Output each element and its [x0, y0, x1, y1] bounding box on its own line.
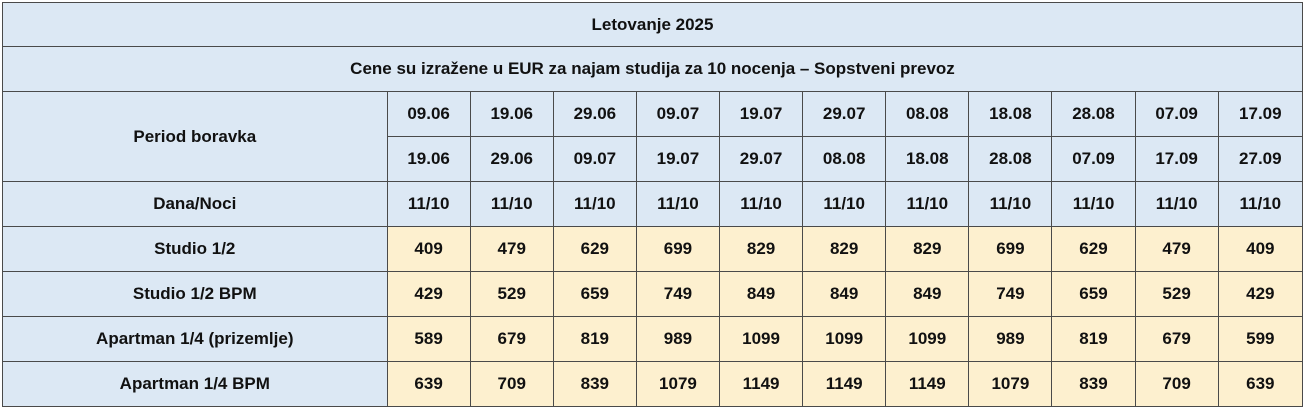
price-cell: 819	[552, 316, 637, 362]
price-cell: 709	[469, 361, 554, 407]
price-cell: 699	[968, 226, 1053, 272]
price-cell: 529	[469, 271, 554, 317]
period-start-date: 29.07	[802, 91, 887, 137]
price-cell: 989	[635, 316, 721, 362]
nights-value: 11/10	[1134, 181, 1219, 227]
price-cell: 1079	[968, 361, 1053, 407]
price-cell: 599	[1217, 316, 1304, 362]
price-cell: 849	[718, 271, 804, 317]
nights-value: 11/10	[635, 181, 721, 227]
accommodation-label: Apartman 1/4 (prizemlje)	[2, 316, 388, 362]
price-cell: 639	[386, 361, 471, 407]
price-cell: 679	[1134, 316, 1219, 362]
nights-value: 11/10	[885, 181, 970, 227]
table-row: Apartman 1/4 (prizemlje) 589 679 819 989 1099…	[2, 316, 1304, 362]
period-start-date: 29.06	[552, 91, 637, 137]
table-row: Apartman 1/4 BPM 639 709 839 1079 1149 1149 114…	[2, 361, 1304, 407]
period-start-date: 19.06	[469, 91, 554, 137]
period-start-date: 17.09	[1217, 91, 1304, 137]
price-cell: 829	[885, 226, 970, 272]
nights-value: 11/10	[802, 181, 887, 227]
price-cell: 629	[1051, 226, 1136, 272]
period-end-date: 19.07	[635, 136, 721, 182]
price-cell: 429	[386, 271, 471, 317]
nights-value: 11/10	[552, 181, 637, 227]
price-cell: 639	[1217, 361, 1304, 407]
nights-label: Dana/Noci	[2, 181, 388, 227]
table-title: Letovanje 2025	[2, 2, 1303, 47]
price-cell: 839	[552, 361, 637, 407]
table-row: Studio 1/2 BPM 429 529 659 749 849 849 849 749 65…	[2, 271, 1304, 317]
price-cell: 829	[802, 226, 887, 272]
price-cell: 409	[386, 226, 471, 272]
nights-value: 11/10	[386, 181, 471, 227]
period-start-date: 09.07	[635, 91, 721, 137]
period-end-date: 18.08	[885, 136, 970, 182]
price-cell: 1079	[635, 361, 721, 407]
nights-value: 11/10	[718, 181, 804, 227]
price-cell: 479	[469, 226, 554, 272]
price-cell: 749	[968, 271, 1053, 317]
period-start-date: 19.07	[718, 91, 804, 137]
accommodation-label: Apartman 1/4 BPM	[2, 361, 388, 407]
price-table: Letovanje 2025 Cene su izražene u EUR za…	[2, 2, 1304, 407]
price-cell: 749	[635, 271, 721, 317]
price-cell: 429	[1217, 271, 1304, 317]
period-end-date: 19.06	[386, 136, 471, 182]
price-cell: 1099	[802, 316, 887, 362]
price-cell: 629	[552, 226, 637, 272]
period-end-date: 09.07	[552, 136, 637, 182]
price-cell: 1099	[718, 316, 804, 362]
nights-value: 11/10	[469, 181, 554, 227]
accommodation-label: Studio 1/2 BPM	[2, 271, 388, 317]
price-cell: 659	[1051, 271, 1136, 317]
period-end-date: 08.08	[802, 136, 887, 182]
price-cell: 1149	[802, 361, 887, 407]
nights-value: 11/10	[1051, 181, 1136, 227]
period-end-date: 07.09	[1051, 136, 1136, 182]
price-cell: 819	[1051, 316, 1136, 362]
price-cell: 709	[1134, 361, 1219, 407]
table-row: Studio 1/2 409 479 629 699 829 829 829 699 629 479…	[2, 226, 1304, 272]
price-cell: 699	[635, 226, 721, 272]
price-cell: 1149	[885, 361, 970, 407]
price-cell: 409	[1217, 226, 1304, 272]
period-start-date: 07.09	[1134, 91, 1219, 137]
period-start-date: 08.08	[885, 91, 970, 137]
price-cell: 1149	[718, 361, 804, 407]
price-cell: 479	[1134, 226, 1219, 272]
price-cell: 849	[802, 271, 887, 317]
accommodation-label: Studio 1/2	[2, 226, 388, 272]
period-end-date: 28.08	[968, 136, 1053, 182]
price-cell: 529	[1134, 271, 1219, 317]
period-label: Period boravka	[2, 91, 388, 182]
price-cell: 679	[469, 316, 554, 362]
period-start-date: 18.08	[968, 91, 1053, 137]
nights-value: 11/10	[968, 181, 1053, 227]
price-cell: 659	[552, 271, 637, 317]
period-end-date: 27.09	[1217, 136, 1304, 182]
table-subtitle: Cene su izražene u EUR za najam studija …	[2, 46, 1303, 92]
period-start-date: 28.08	[1051, 91, 1136, 137]
nights-value: 11/10	[1217, 181, 1304, 227]
period-start-date: 09.06	[386, 91, 471, 137]
price-cell: 989	[968, 316, 1053, 362]
price-cell: 589	[386, 316, 471, 362]
price-cell: 829	[718, 226, 804, 272]
price-cell: 839	[1051, 361, 1136, 407]
period-end-date: 17.09	[1134, 136, 1219, 182]
price-cell: 849	[885, 271, 970, 317]
period-end-date: 29.07	[718, 136, 804, 182]
price-cell: 1099	[885, 316, 970, 362]
period-end-date: 29.06	[469, 136, 554, 182]
